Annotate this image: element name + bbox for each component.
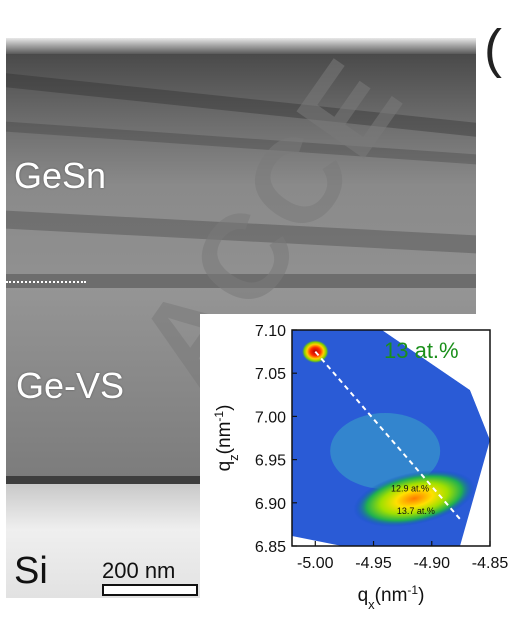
ge-vs-label: Ge-VS <box>16 365 125 406</box>
peak-label-1: 12.9 at.% <box>391 484 429 494</box>
y-axis-label: qz(nm-1) <box>212 405 241 472</box>
rsm-diffuse <box>330 412 441 489</box>
rsm-nodata <box>382 330 490 440</box>
scale-bar <box>102 584 198 596</box>
x-axis-label: qx(nm-1) <box>358 583 425 612</box>
x-tick-label: -5.00 <box>297 555 334 572</box>
y-tick-label: 6.95 <box>255 453 286 470</box>
plot-frame <box>291 329 491 547</box>
rsm-chart: 12.9 at.% 13.7 at.% 13 at.% 6.85 6.90 6.95 7.… <box>212 323 509 612</box>
relaxation-line <box>314 350 462 521</box>
x-tick-label: -4.95 <box>355 555 392 572</box>
x-tick-label: -4.85 <box>472 555 509 572</box>
si-label: Si <box>14 550 48 592</box>
rsm-peak-gesn <box>353 469 476 527</box>
rsm-inset: 12.9 at.% 13.7 at.% 13 at.% 6.85 6.90 6.95 7.… <box>200 314 509 618</box>
y-tick-label: 7.10 <box>255 323 286 340</box>
panel-label: ( <box>484 19 502 79</box>
gesn-label: GeSn <box>14 155 107 196</box>
y-tick-label: 6.90 <box>255 496 286 513</box>
y-tick-label: 7.05 <box>255 366 286 383</box>
peak-label-2: 13.7 at.% <box>397 506 435 516</box>
scale-bar-label: 200 nm <box>102 558 176 583</box>
x-tick-label: -4.90 <box>414 555 451 572</box>
y-tick-label: 6.85 <box>255 539 286 556</box>
composition-annotation: 13 at.% <box>384 338 459 363</box>
y-tick-label: 7.00 <box>255 409 286 426</box>
